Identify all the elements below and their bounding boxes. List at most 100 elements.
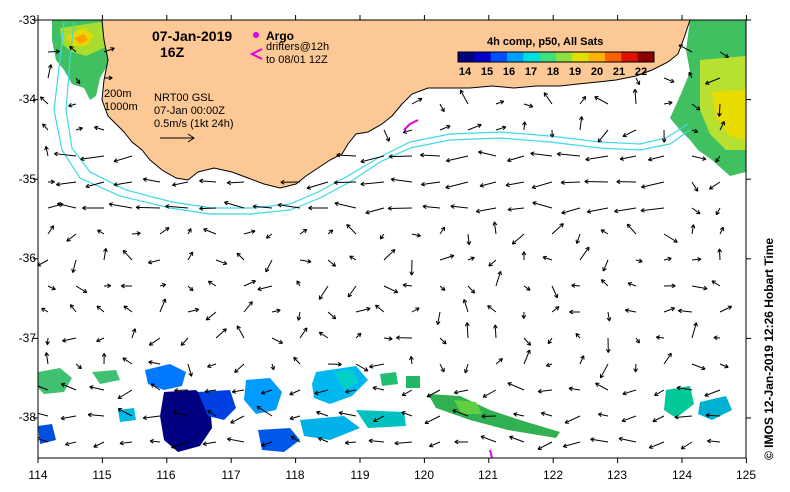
current-arrow — [439, 226, 446, 235]
current-arrow — [293, 356, 301, 365]
current-arrow — [401, 389, 413, 397]
lat-label: -36 — [18, 251, 36, 265]
current-arrow — [334, 201, 357, 209]
current-arrow — [655, 335, 665, 340]
lat-label: -37 — [18, 331, 36, 345]
current-arrow — [85, 181, 105, 189]
scale-arrow — [160, 133, 195, 143]
current-arrow — [678, 44, 693, 53]
current-arrow — [462, 298, 469, 313]
current-arrow — [165, 204, 189, 209]
current-arrow — [108, 202, 133, 209]
current-arrow — [540, 411, 553, 417]
current-arrow — [459, 89, 469, 105]
current-arrow — [478, 150, 497, 157]
current-arrow — [75, 77, 81, 85]
current-arrow — [243, 301, 253, 313]
colorbar-tick: 18 — [546, 66, 560, 78]
current-arrow — [260, 389, 273, 395]
current-arrow — [204, 388, 217, 394]
current-arrow — [47, 49, 60, 54]
current-arrow — [360, 181, 385, 187]
current-arrow — [691, 128, 699, 134]
current-arrow — [207, 363, 217, 369]
current-arrow — [717, 248, 722, 261]
current-arrow — [521, 251, 527, 261]
current-arrow — [635, 337, 640, 344]
current-arrow — [411, 232, 421, 238]
current-arrow — [635, 77, 641, 86]
current-arrow — [202, 441, 217, 447]
current-arrow — [113, 181, 133, 187]
current-arrow — [103, 247, 108, 261]
current-arrow — [523, 285, 531, 291]
current-arrow — [719, 121, 725, 131]
current-arrow — [691, 103, 701, 111]
colorbar-swatch — [523, 52, 541, 62]
current-arrow — [507, 382, 525, 391]
current-arrow — [551, 223, 564, 235]
current-arrow — [38, 412, 49, 417]
current-arrow — [579, 246, 590, 261]
current-arrow — [230, 415, 245, 424]
current-arrow — [296, 280, 301, 287]
product-label: NRT00 GSL — [154, 92, 214, 104]
current-arrow — [545, 362, 553, 368]
current-arrow — [277, 202, 301, 209]
current-arrow — [578, 116, 584, 131]
current-arrow — [117, 389, 133, 399]
argo-track-south — [489, 449, 493, 459]
colorbar-border — [457, 51, 655, 63]
current-arrow — [632, 88, 638, 105]
current-arrow — [511, 233, 525, 245]
current-arrow — [87, 412, 105, 418]
current-arrow — [289, 415, 301, 421]
current-arrow — [522, 121, 527, 131]
current-arrow — [551, 285, 559, 299]
current-arrow — [626, 223, 637, 235]
colorbar-swatch — [621, 52, 639, 62]
current-arrow — [199, 206, 217, 211]
current-arrow — [39, 96, 49, 105]
current-arrow — [505, 181, 525, 188]
map-hour: 16Z — [160, 44, 185, 60]
current-arrow — [691, 155, 707, 161]
current-arrow — [586, 207, 609, 214]
current-arrow — [123, 305, 133, 313]
current-arrow — [379, 233, 385, 240]
current-arrow — [55, 181, 77, 187]
current-arrow — [65, 441, 77, 447]
current-arrow — [349, 255, 357, 261]
current-arrow — [346, 223, 357, 235]
colorbar-swatch — [556, 52, 573, 62]
current-arrow — [122, 249, 133, 261]
current-arrow — [531, 181, 553, 190]
current-arrow — [316, 410, 329, 417]
lon-label: 123 — [606, 468, 628, 482]
drifters-legend-line1: drifters@12h — [266, 41, 330, 53]
map-date: 07-Jan-2019 — [152, 28, 233, 44]
current-arrow — [495, 358, 503, 365]
current-arrow — [584, 179, 609, 184]
current-arrow — [475, 207, 497, 214]
lon-label: 117 — [221, 468, 241, 482]
current-arrow — [439, 285, 446, 291]
current-arrow — [579, 355, 585, 365]
current-arrow — [372, 385, 385, 391]
current-arrow — [318, 285, 329, 300]
current-arrow — [69, 304, 77, 313]
current-arrow — [308, 205, 329, 211]
current-arrow — [454, 439, 469, 445]
current-arrow — [647, 155, 665, 162]
current-arrow — [336, 152, 357, 158]
current-arrow — [466, 233, 472, 246]
current-arrow — [383, 336, 393, 341]
current-arrow — [409, 259, 415, 276]
current-arrow — [495, 270, 502, 287]
current-arrow — [159, 227, 170, 235]
current-arrow — [704, 389, 721, 397]
current-arrow — [224, 200, 245, 209]
colorbar-title: 4h comp, p50, All Sats — [487, 36, 604, 48]
current-arrow — [532, 201, 553, 209]
current-arrow — [215, 328, 227, 339]
